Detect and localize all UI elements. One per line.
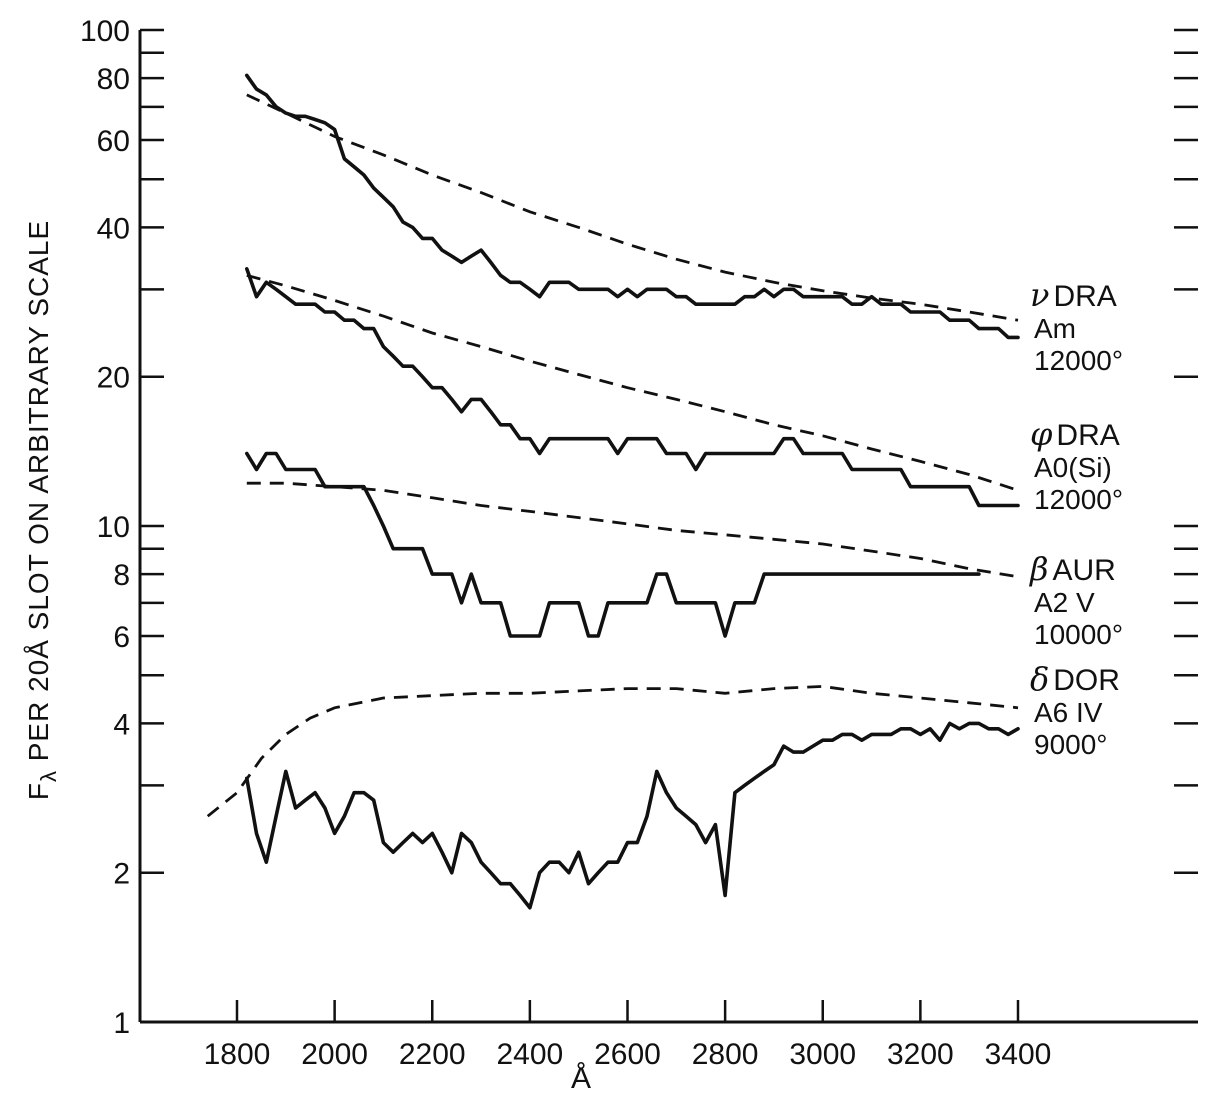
x-tick-label: 3200 bbox=[887, 1038, 954, 1071]
x-tick-label: 2000 bbox=[301, 1038, 368, 1071]
observed-spectrum-2 bbox=[245, 451, 981, 638]
y-tick-label: 4 bbox=[113, 708, 130, 741]
x-tick-label: 3000 bbox=[789, 1038, 856, 1071]
star-label-name: ν DRA bbox=[1030, 276, 1117, 314]
star-label-temp: 9000° bbox=[1034, 729, 1108, 760]
y-tick-label: 20 bbox=[97, 362, 130, 395]
y-tick-label: 8 bbox=[113, 559, 130, 592]
star-label-temp: 12000° bbox=[1034, 484, 1123, 515]
x-tick-label: 2200 bbox=[399, 1038, 466, 1071]
star-greek-letter: β bbox=[1029, 550, 1049, 588]
star-label-type: A0(Si) bbox=[1034, 452, 1112, 483]
star-name-text: DRA bbox=[1053, 280, 1116, 313]
star-label-temp: 10000° bbox=[1034, 619, 1123, 650]
y-tick-label: 40 bbox=[97, 212, 130, 245]
star-label-type: A6 IV bbox=[1034, 697, 1103, 728]
y-tick-label: 60 bbox=[97, 125, 130, 158]
plot-frame bbox=[138, 30, 1198, 1024]
x-axis-label: Å bbox=[571, 1062, 591, 1095]
fit-curve-2 bbox=[246, 481, 1019, 579]
y-tick-label: 6 bbox=[113, 621, 130, 654]
star-label-type: Am bbox=[1034, 313, 1076, 344]
observed-spectrum-3 bbox=[245, 721, 1020, 910]
star-label-temp: 12000° bbox=[1034, 345, 1123, 376]
star-name-text: DRA bbox=[1056, 419, 1119, 452]
fit-curves bbox=[206, 93, 1019, 818]
star-name-text: DOR bbox=[1053, 664, 1120, 697]
y-tick-label: 1 bbox=[113, 1007, 130, 1040]
x-tick-label: 1800 bbox=[204, 1038, 271, 1071]
y-tick-label: 10 bbox=[97, 511, 130, 544]
star-label-name: β AUR bbox=[1029, 550, 1116, 588]
star-label-name: δ DOR bbox=[1030, 660, 1120, 698]
x-tick-label: 2600 bbox=[594, 1038, 661, 1071]
star-name-text: AUR bbox=[1053, 554, 1116, 587]
x-tick-label: 2800 bbox=[692, 1038, 759, 1071]
y-tick-label: 80 bbox=[97, 63, 130, 96]
fit-curve-3 bbox=[206, 684, 1019, 818]
axis-ticks: 1 2 4 6 8 10 20 40 60 80 100 1800 2000 2200 2400 2600 28… bbox=[80, 15, 1198, 1071]
star-greek-letter: φ bbox=[1030, 415, 1053, 453]
x-tick-label: 2400 bbox=[497, 1038, 564, 1071]
x-tick-label: 3400 bbox=[985, 1038, 1052, 1071]
star-greek-letter: δ bbox=[1030, 660, 1049, 698]
observed-spectrum-1 bbox=[245, 267, 1020, 508]
star-label-type: A2 V bbox=[1034, 587, 1095, 618]
star-label-name: φ DRA bbox=[1030, 415, 1120, 453]
observed-spectra bbox=[245, 73, 1020, 910]
y-tick-label: 100 bbox=[80, 15, 130, 48]
fit-curve-1 bbox=[246, 274, 1019, 492]
y-tick-label: 2 bbox=[113, 858, 130, 891]
y-axis-label: Fλ PER 20Å SLOT ON ARBITRARY SCALE bbox=[23, 220, 61, 800]
observed-spectrum-0 bbox=[245, 73, 1020, 340]
star-greek-letter: ν bbox=[1030, 276, 1049, 314]
fit-curve-0 bbox=[246, 93, 1019, 322]
